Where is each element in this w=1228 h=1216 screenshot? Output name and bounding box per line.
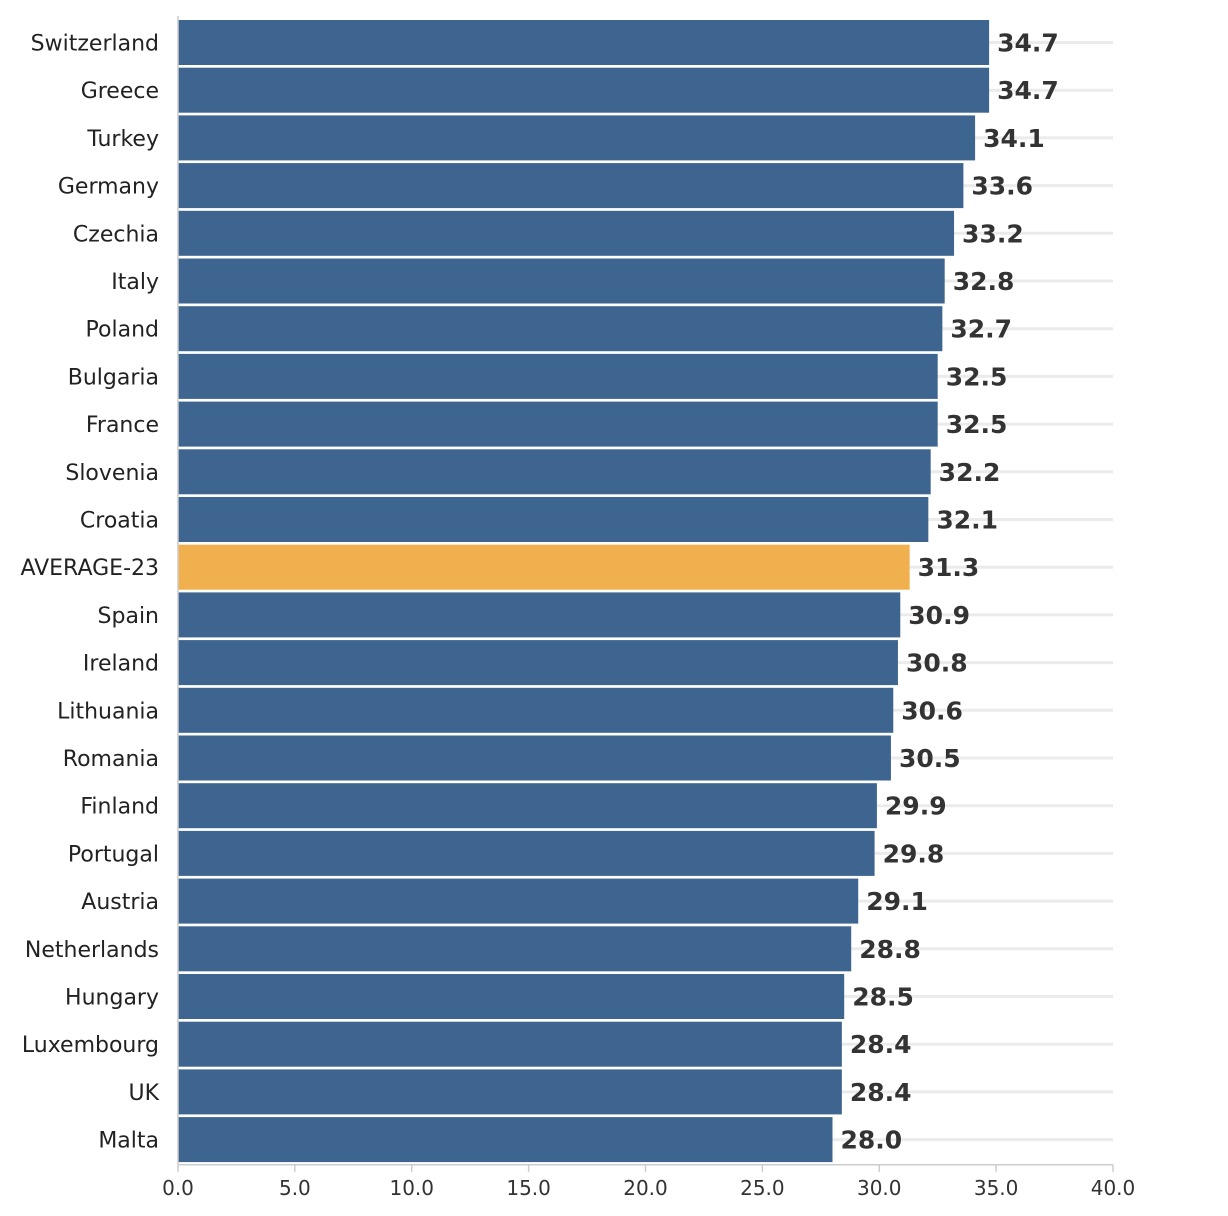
value-label-greece: 34.7: [997, 76, 1059, 105]
category-label-poland: Poland: [86, 318, 159, 343]
value-label-ireland: 30.8: [906, 649, 968, 678]
category-label-romania: Romania: [63, 747, 159, 772]
x-tick-label: 25.0: [740, 1176, 785, 1200]
value-label-lithuania: 30.6: [901, 696, 963, 725]
value-label-italy: 32.8: [953, 267, 1015, 296]
category-label-bulgaria: Bulgaria: [68, 365, 159, 390]
category-label-uk: UK: [128, 1081, 159, 1106]
value-label-malta: 28.0: [841, 1126, 903, 1155]
value-label-slovenia: 32.2: [939, 458, 1001, 487]
x-tick-label: 30.0: [857, 1176, 902, 1200]
category-label-austria: Austria: [81, 890, 159, 915]
value-label-bulgaria: 32.5: [946, 362, 1008, 391]
category-label-spain: Spain: [98, 604, 159, 629]
bar-bulgaria: [178, 353, 938, 399]
category-label-hungary: Hungary: [65, 986, 159, 1011]
value-label-france: 32.5: [946, 410, 1008, 439]
x-tick-label: 35.0: [974, 1176, 1019, 1200]
x-tick-label: 10.0: [389, 1176, 434, 1200]
bar-france: [178, 401, 938, 447]
bar-luxembourg: [178, 1021, 842, 1067]
value-label-uk: 28.4: [850, 1078, 912, 1107]
category-label-germany: Germany: [58, 175, 159, 200]
value-label-romania: 30.5: [899, 744, 961, 773]
bar-switzerland: [178, 20, 990, 65]
x-axis: 0.0 5.0 10.0 15.0 20.0 25.0 30.0 35.0 40.0: [162, 16, 1135, 1200]
category-label-turkey: Turkey: [86, 127, 159, 152]
bar-turkey: [178, 115, 976, 161]
bars: [178, 20, 990, 1163]
bar-lithuania: [178, 687, 894, 733]
category-label-italy: Italy: [111, 270, 159, 295]
value-label-netherlands: 28.8: [859, 935, 921, 964]
value-label-croatia: 32.1: [936, 506, 998, 535]
bar-croatia: [178, 497, 929, 542]
bar-uk: [178, 1069, 842, 1115]
category-label-luxembourg: Luxembourg: [22, 1033, 159, 1058]
value-label-germany: 33.6: [971, 172, 1033, 201]
bar-greece: [178, 67, 990, 113]
value-label-czechia: 33.2: [962, 219, 1024, 248]
category-label-switzerland: Switzerland: [31, 32, 159, 57]
bar-average-23: [178, 544, 910, 590]
category-label-average-23: AVERAGE-23: [20, 556, 159, 581]
value-label-luxembourg: 28.4: [850, 1030, 912, 1059]
bar-slovenia: [178, 449, 931, 495]
value-label-poland: 32.7: [950, 315, 1012, 344]
value-label-switzerland: 34.7: [997, 29, 1059, 58]
x-tick-label: 0.0: [162, 1176, 194, 1200]
bar-poland: [178, 306, 943, 352]
x-tick-label: 5.0: [279, 1176, 311, 1200]
value-label-spain: 30.9: [908, 601, 970, 630]
bar-portugal: [178, 830, 875, 876]
value-labels: 34.7 34.7 34.1 33.6 33.2 32.8 32.7 32.5 32.5 32.2…: [841, 29, 1059, 1155]
category-label-ireland: Ireland: [83, 652, 159, 677]
bar-italy: [178, 258, 945, 304]
category-label-malta: Malta: [98, 1129, 159, 1154]
bar-ireland: [178, 640, 898, 686]
value-label-austria: 29.1: [866, 887, 928, 916]
bar-romania: [178, 735, 891, 781]
bar-spain: [178, 592, 901, 638]
value-label-portugal: 29.8: [883, 839, 945, 868]
bar-finland: [178, 783, 877, 829]
category-label-netherlands: Netherlands: [25, 938, 159, 963]
bar-czechia: [178, 210, 955, 256]
category-label-czechia: Czechia: [73, 222, 159, 247]
category-label-greece: Greece: [81, 79, 159, 104]
value-label-turkey: 34.1: [983, 124, 1045, 153]
category-label-finland: Finland: [80, 795, 159, 820]
category-label-slovenia: Slovenia: [65, 461, 159, 486]
value-label-finland: 29.9: [885, 792, 947, 821]
bar-hungary: [178, 974, 845, 1019]
x-tick-label: 20.0: [623, 1176, 668, 1200]
category-label-croatia: Croatia: [80, 509, 159, 534]
value-label-hungary: 28.5: [852, 983, 914, 1012]
category-label-lithuania: Lithuania: [57, 699, 159, 724]
bar-austria: [178, 878, 859, 924]
value-label-average-23: 31.3: [918, 553, 980, 582]
bar-netherlands: [178, 926, 852, 972]
bar-malta: [178, 1117, 833, 1163]
category-label-portugal: Portugal: [68, 842, 159, 867]
x-tick-label: 40.0: [1091, 1176, 1136, 1200]
category-labels: Switzerland Greece Turkey Germany Czechia Ita…: [20, 32, 159, 1154]
category-label-france: France: [86, 413, 159, 438]
bar-germany: [178, 163, 964, 209]
x-tick-label: 15.0: [506, 1176, 551, 1200]
